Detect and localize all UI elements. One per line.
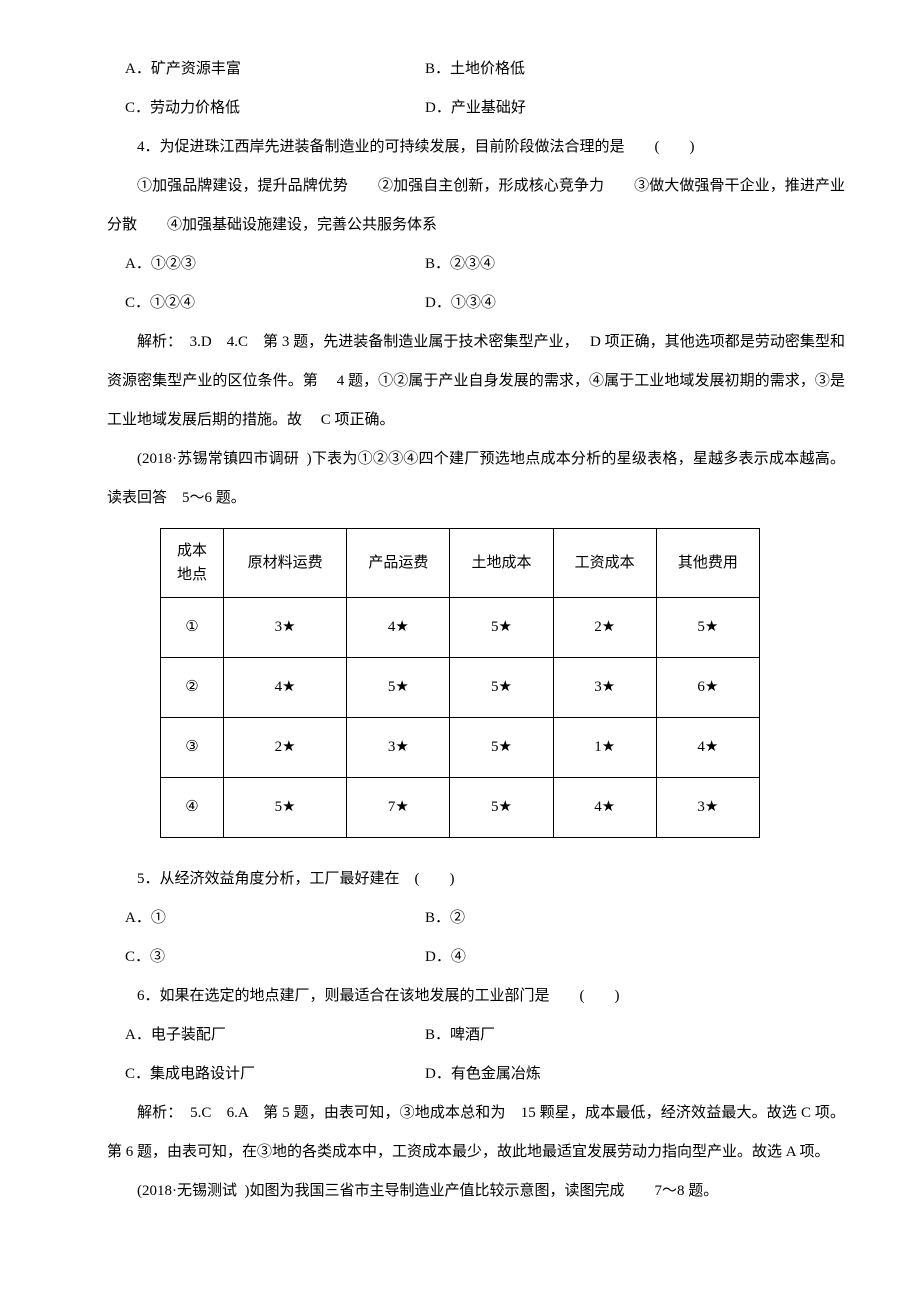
option-d: D．④ — [425, 938, 845, 977]
option-d: D．有色金属冶炼 — [425, 1055, 845, 1094]
cell: ③ — [161, 718, 224, 778]
table-header-row: 成本 地点 原材料运费 产品运费 土地成本 工资成本 其他费用 — [161, 529, 760, 598]
q4-option-row-ab: A．①②③ B．②③④ — [75, 245, 845, 284]
header-cell: 成本 地点 — [161, 529, 224, 598]
option-b: B．土地价格低 — [425, 50, 845, 89]
table-row: ① 3★ 4★ 5★ 2★ 5★ — [161, 598, 760, 658]
cell: 7★ — [347, 778, 450, 838]
cell: ① — [161, 598, 224, 658]
cell: 2★ — [223, 718, 346, 778]
option-b: B．啤酒厂 — [425, 1016, 845, 1055]
q6-option-row-ab: A．电子装配厂 B．啤酒厂 — [75, 1016, 845, 1055]
cell: 2★ — [553, 598, 656, 658]
cell: 3★ — [656, 778, 759, 838]
q3-option-row-ab: A．矿产资源丰富 B．土地价格低 — [75, 50, 845, 89]
cell: 5★ — [223, 778, 346, 838]
option-a: A．电子装配厂 — [125, 1016, 425, 1055]
option-d: D．产业基础好 — [425, 89, 845, 128]
option-d: D．①③④ — [425, 284, 845, 323]
q5-option-row-ab: A．① B．② — [75, 899, 845, 938]
intro-7-8: (2018·无锡测试 )如图为我国三省市主导制造业产值比较示意图，读图完成 7～… — [75, 1172, 845, 1211]
q5-text: 5．从经济效益角度分析，工厂最好建在 ( ) — [75, 860, 845, 899]
option-a: A．①②③ — [125, 245, 425, 284]
q4-option-row-cd: C．①②④ D．①③④ — [75, 284, 845, 323]
cell: ② — [161, 658, 224, 718]
cell: 5★ — [656, 598, 759, 658]
option-b: B．②③④ — [425, 245, 845, 284]
cell: 4★ — [347, 598, 450, 658]
header-cell: 工资成本 — [553, 529, 656, 598]
option-c: C．集成电路设计厂 — [125, 1055, 425, 1094]
header-cell: 产品运费 — [347, 529, 450, 598]
cost-table: 成本 地点 原材料运费 产品运费 土地成本 工资成本 其他费用 ① 3★ 4★ … — [160, 528, 760, 838]
cell: 1★ — [553, 718, 656, 778]
cell: 3★ — [223, 598, 346, 658]
cell: ④ — [161, 778, 224, 838]
explanation-3-4: 解析： 3.D 4.C 第 3 题，先进装备制造业属于技术密集型产业， D 项正… — [75, 323, 845, 440]
q6-option-row-cd: C．集成电路设计厂 D．有色金属冶炼 — [75, 1055, 845, 1094]
header-cell: 原材料运费 — [223, 529, 346, 598]
q6-text: 6．如果在选定的地点建厂，则最适合在该地发展的工业部门是 ( ) — [75, 977, 845, 1016]
intro-5-6: (2018·苏锡常镇四市调研 )下表为①②③④四个建厂预选地点成本分析的星级表格… — [75, 440, 845, 518]
cell: 5★ — [347, 658, 450, 718]
cell: 5★ — [450, 778, 553, 838]
option-c: C．③ — [125, 938, 425, 977]
header-cell: 土地成本 — [450, 529, 553, 598]
cell: 4★ — [656, 718, 759, 778]
cell: 6★ — [656, 658, 759, 718]
header-cell: 其他费用 — [656, 529, 759, 598]
q5-option-row-cd: C．③ D．④ — [75, 938, 845, 977]
table-row: ③ 2★ 3★ 5★ 1★ 4★ — [161, 718, 760, 778]
table-row: ④ 5★ 7★ 5★ 4★ 3★ — [161, 778, 760, 838]
explanation-5-6: 解析： 5.C 6.A 第 5 题，由表可知，③地成本总和为 15 颗星，成本最… — [75, 1094, 845, 1172]
option-a: A．① — [125, 899, 425, 938]
cell: 5★ — [450, 598, 553, 658]
q3-option-row-cd: C．劳动力价格低 D．产业基础好 — [75, 89, 845, 128]
table-row: ② 4★ 5★ 5★ 3★ 6★ — [161, 658, 760, 718]
q4-text: 4．为促进珠江西岸先进装备制造业的可持续发展，目前阶段做法合理的是 ( ) — [75, 128, 845, 167]
option-a: A．矿产资源丰富 — [125, 50, 425, 89]
cell: 4★ — [553, 778, 656, 838]
cell: 4★ — [223, 658, 346, 718]
option-b: B．② — [425, 899, 845, 938]
q4-options: ①加强品牌建设，提升品牌优势 ②加强自主创新，形成核心竞争力 ③做大做强骨干企业… — [75, 167, 845, 245]
cell: 5★ — [450, 718, 553, 778]
cell: 3★ — [553, 658, 656, 718]
option-c: C．劳动力价格低 — [125, 89, 425, 128]
cell: 3★ — [347, 718, 450, 778]
option-c: C．①②④ — [125, 284, 425, 323]
cell: 5★ — [450, 658, 553, 718]
